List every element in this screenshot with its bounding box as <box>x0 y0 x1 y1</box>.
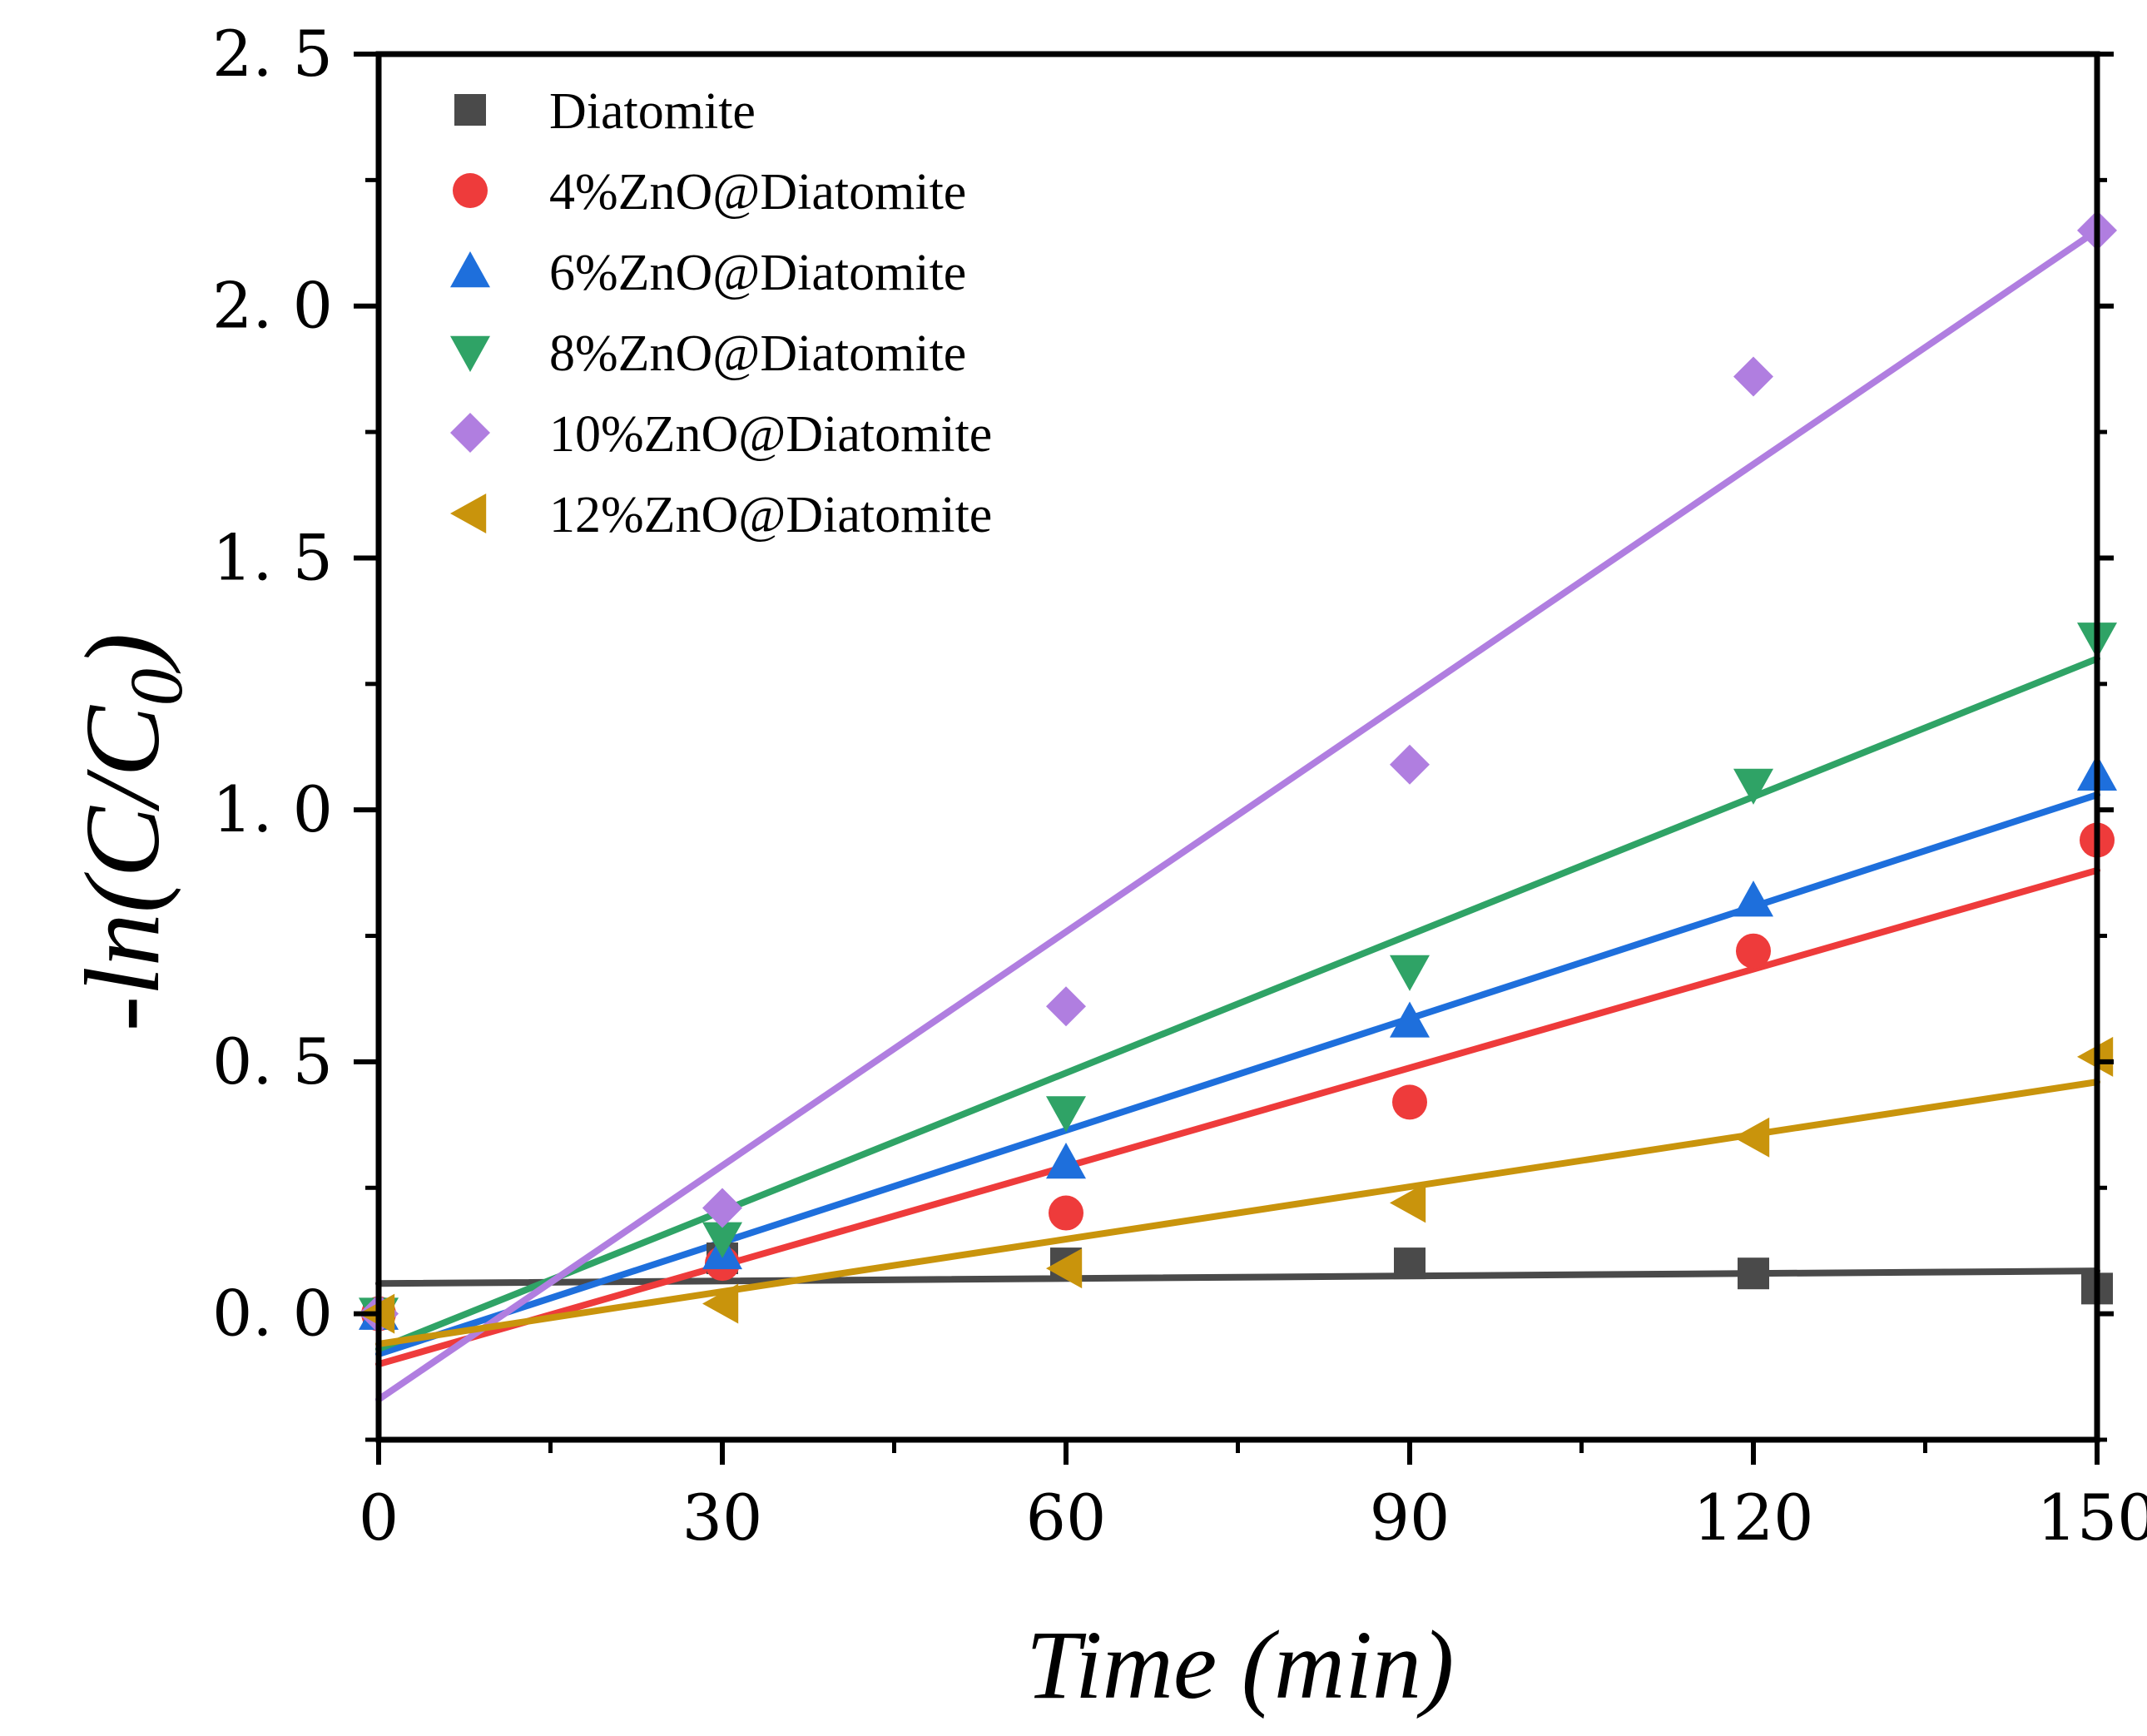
legend-marker <box>450 413 490 453</box>
legend-label: 12%ZnO@Diatomite <box>549 487 992 543</box>
data-point <box>702 1283 739 1324</box>
y-tick-labels: 0. 0 0. 5 1. 0 1. 5 2. 0 2. 5 <box>212 17 333 1351</box>
data-point <box>1046 1248 1083 1289</box>
data-point <box>1046 986 1086 1027</box>
x-tick-label: 30 <box>682 1481 763 1555</box>
y-axis-label-main: -ln(C/C <box>63 705 181 1032</box>
fit-line <box>375 1079 2100 1347</box>
x-tick-label: 90 <box>1370 1481 1450 1555</box>
y-tick-label: 1. 0 <box>212 772 333 846</box>
legend-marker <box>453 173 488 208</box>
fit-line <box>375 655 2100 1353</box>
fit-line <box>375 226 2100 1403</box>
data-point <box>1390 1001 1430 1038</box>
fit-line <box>375 866 2100 1368</box>
y-tick-label: 2. 5 <box>212 17 333 91</box>
data-point <box>1390 1183 1426 1223</box>
y-tick-label: 0. 5 <box>212 1024 333 1099</box>
legend-marker <box>450 335 490 372</box>
legend: Diatomite 4%ZnO@Diatomite 6%ZnO@Diatomite 8… <box>450 83 992 543</box>
legend-label: Diatomite <box>549 83 756 140</box>
x-tick-label: 120 <box>1693 1481 1813 1555</box>
legend-label: 4%ZnO@Diatomite <box>549 164 966 221</box>
data-point <box>1046 1143 1086 1179</box>
x-axis-label: Time (min) <box>1026 1610 1455 1719</box>
data-point <box>702 1188 742 1228</box>
legend-marker <box>450 494 487 533</box>
data-point <box>1394 1247 1426 1280</box>
x-tick-label: 60 <box>1026 1481 1107 1555</box>
legend-label: 10%ZnO@Diatomite <box>549 406 992 463</box>
data-point <box>1390 744 1430 785</box>
axis-ticks <box>354 52 2114 1465</box>
data-point <box>702 1222 742 1258</box>
legend-marker <box>450 251 490 288</box>
y-axis-label: -ln(C/C0) <box>63 633 198 1032</box>
data-point <box>1733 1117 1770 1158</box>
legend-marker <box>454 94 486 126</box>
legend-label: 6%ZnO@Diatomite <box>549 245 966 301</box>
data-point <box>1736 933 1771 969</box>
y-axis-label-close: ) <box>63 633 181 675</box>
data-point <box>1733 880 1773 917</box>
data-point <box>1733 356 1773 397</box>
x-tick-labels: 0 30 60 90 120 150 <box>359 1481 2147 1555</box>
legend-label: 8%ZnO@Diatomite <box>549 325 966 382</box>
y-tick-label: 2. 0 <box>212 269 333 343</box>
x-tick-label: 150 <box>2036 1481 2147 1555</box>
data-point <box>1049 1195 1083 1231</box>
data-point <box>1392 1084 1427 1120</box>
y-axis-label-subscript: 0 <box>116 668 198 706</box>
data-point <box>1390 955 1430 991</box>
x-tick-label: 0 <box>359 1481 399 1555</box>
fit-lines <box>375 226 2100 1403</box>
y-tick-label: 0. 0 <box>212 1277 333 1351</box>
y-tick-label: 1. 5 <box>212 520 333 594</box>
fit-line <box>375 791 2100 1358</box>
data-point <box>1046 1096 1086 1133</box>
data-point <box>1738 1257 1769 1290</box>
data-point <box>1733 768 1773 805</box>
